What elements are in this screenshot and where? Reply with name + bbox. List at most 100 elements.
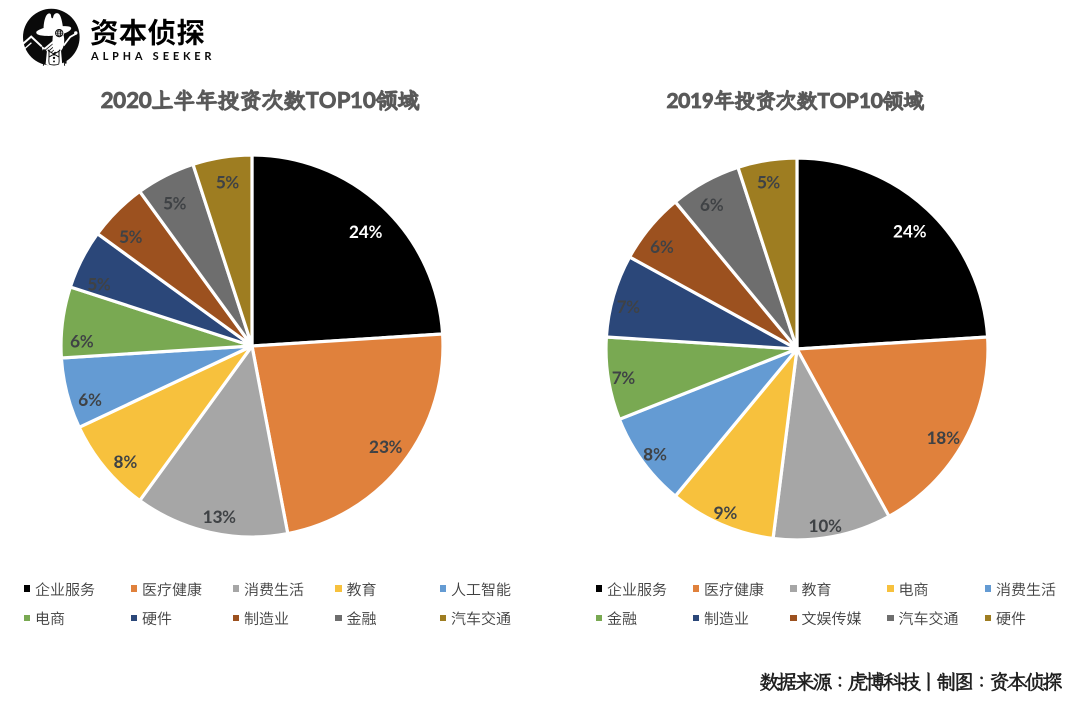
legend-swatch [887,614,894,622]
legend-label: 汽车交通 [451,608,512,629]
legend-label: 硬件 [996,608,1027,629]
pie-slice-消费生活 [617,347,799,498]
legend-item-硬件: 硬件 [984,608,1027,629]
legend-swatch [692,585,699,592]
pie-label-医疗健康: 23% [369,436,403,457]
legend-label: 企业服务 [35,578,96,600]
pie-label-医疗健康: 18% [927,427,961,448]
legend-item-制造业: 制造业 [692,608,750,629]
legend-swatch [335,614,342,622]
legend-label: 教育 [801,578,832,600]
legend-label: 企业服务 [607,578,668,600]
brand-subtitle: ALPHA SEEKER [91,50,216,63]
legend-item-文娱传媒: 文娱传媒 [790,611,862,627]
pie-label-金融: 7% [612,367,636,388]
legend-label: 硬件 [142,608,173,629]
legend-swatch [23,585,30,592]
pie-label-金融: 5% [163,192,187,213]
legend-swatch [439,614,446,622]
legend-item-消费生活: 消费生活 [232,578,305,600]
legend-item-电商: 电商 [23,608,66,629]
detective-icon [22,8,80,67]
pie-slice-电商 [673,347,799,541]
pie-label-汽车交通: 5% [216,171,240,192]
brand-logo: 资本侦探 ALPHA SEEKER [20,5,280,80]
pie-label-硬件: 5% [87,273,111,294]
legend-swatch [595,585,602,592]
legend-label: 电商 [35,608,66,629]
legend-item-医疗健康: 医疗健康 [130,578,203,600]
legend-item-硬件: 硬件 [130,608,173,629]
pie-label-教育: 10% [808,515,842,536]
pie-label-企业服务: 24% [893,221,927,242]
legend-swatch [984,585,991,592]
pie-label-制造业: 5% [119,226,143,247]
legend-swatch [232,585,239,592]
legend-item-金融: 金融 [595,608,638,629]
legend-swatch [692,614,699,622]
pie-slice-教育 [771,347,891,542]
legend-label: 医疗健康 [704,578,765,600]
footer-credit: 数据来源：虎博科技丨制图：资本侦探 [759,668,1063,695]
pie-slice-教育 [77,344,254,503]
legend-item-汽车交通: 汽车交通 [887,611,959,627]
pie-slice-医疗健康 [795,335,990,518]
pie-label-文娱传媒: 6% [650,236,674,257]
legend-label: 人工智能 [451,578,512,600]
legend-label: 制造业 [704,608,750,629]
pie-label-消费生活: 8% [643,443,667,464]
chart-title-2019: 2019年投资次数TOP10领域 [666,88,925,114]
pie-label-企业服务: 24% [349,221,383,242]
legend-item-医疗健康: 医疗健康 [692,578,765,600]
legend-swatch [130,614,137,622]
legend-swatch [790,585,797,592]
pie-slice-消费生活 [138,344,290,539]
legend-swatch [887,585,894,592]
legend-item-金融: 金融 [335,611,377,627]
pie-label-人工智能: 6% [78,389,102,410]
pie-label-电商: 6% [70,331,94,352]
legend-swatch [790,614,797,622]
legend-swatch [439,585,446,592]
legend-label: 医疗健康 [142,578,203,600]
chart-title-2020: 2020上半年投资次数TOP10领域 [100,86,420,114]
pie-label-汽车交通: 6% [700,194,724,215]
legend-item-制造业: 制造业 [232,608,290,629]
legend-label: 金融 [607,608,638,629]
brand-title: 资本侦探 [90,11,206,52]
pie-chart-2020: 24% 23% 13% 8% 6% 6% 5% 5% 5% 5% [59,153,445,539]
pie-chart-2019: 24% 18% 10% 9% 8% 7% 7% 6% 6% 5% [604,156,990,542]
legend-item-电商: 电商 [887,578,929,600]
pie-label-消费生活: 13% [203,506,237,527]
legend-item-人工智能: 人工智能 [439,578,512,600]
pie-slice-硬件 [736,156,799,351]
legend-swatch [335,585,342,592]
legend-swatch [130,585,137,592]
pie-slice-企业服务 [795,156,990,351]
legend-label: 教育 [346,578,377,600]
pie-label-教育: 8% [114,451,138,472]
legend-item-教育: 教育 [335,578,377,600]
legend-item-企业服务: 企业服务 [23,578,96,600]
legend-label: 金融 [346,608,377,629]
legend-swatch [23,614,30,622]
legend-label: 电商 [898,578,929,600]
legend-label: 消费生活 [244,578,305,600]
legend-swatch [232,614,239,622]
pie-slice-企业服务 [250,153,445,348]
legend-item-企业服务: 企业服务 [595,578,668,600]
legend-item-汽车交通: 汽车交通 [439,608,512,629]
legend-label: 汽车交通 [898,608,959,629]
legend-item-教育: 教育 [790,578,832,600]
legend-swatch [595,614,602,622]
pie-slice-汽车交通 [191,153,254,348]
legend-label: 消费生活 [996,578,1057,600]
legend-swatch [984,614,991,622]
legend-item-消费生活: 消费生活 [984,578,1057,600]
pie-slice-医疗健康 [250,332,445,536]
legend-label: 文娱传媒 [801,608,862,629]
pie-label-硬件: 5% [757,172,781,193]
pie-label-制造业: 7% [617,296,641,317]
legend-label: 制造业 [244,608,290,629]
